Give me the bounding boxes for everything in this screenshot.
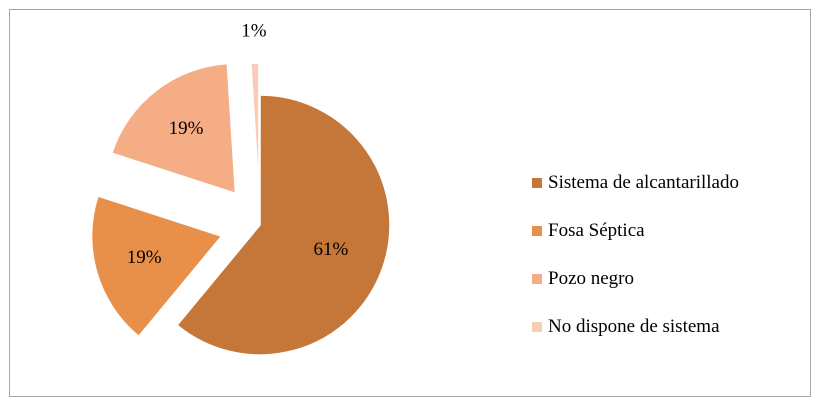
data-label-fosa-septica: 19% xyxy=(127,247,162,268)
legend-swatch xyxy=(532,226,542,236)
legend-label: Pozo negro xyxy=(548,268,635,289)
legend-item-no-dispone-de-sistema: No dispone de sistema xyxy=(532,314,739,340)
data-label-pozo-negro: 19% xyxy=(169,118,204,139)
legend-label: Sistema de alcantarillado xyxy=(548,172,739,193)
legend-label: Fosa Séptica xyxy=(548,220,645,241)
legend-label: No dispone de sistema xyxy=(548,316,720,337)
legend-swatch xyxy=(532,322,542,332)
legend-item-fosa-septica: Fosa Séptica xyxy=(532,218,739,244)
pie-slice-pozo-negro xyxy=(110,62,237,195)
data-label-sistema-de-alcantarillado: 61% xyxy=(314,239,349,260)
pie-slice-no-dispone-de-sistema xyxy=(250,62,260,194)
legend-swatch xyxy=(532,178,542,188)
legend-swatch xyxy=(532,274,542,284)
chart-frame: 61% 19% 19% 1% Sistema de alcantarillado Fo… xyxy=(9,9,811,397)
legend: Sistema de alcantarillado Fosa Séptica P… xyxy=(532,170,739,362)
data-label-no-dispone-de-sistema: 1% xyxy=(241,20,267,41)
pie-chart: 61% 19% 19% 1% xyxy=(90,20,391,356)
pie-slice-sistema-de-alcantarillado xyxy=(176,94,391,356)
legend-item-sistema-de-alcantarillado: Sistema de alcantarillado xyxy=(532,170,739,196)
legend-item-pozo-negro: Pozo negro xyxy=(532,266,739,292)
pie-slice-fosa-septica xyxy=(90,195,223,338)
